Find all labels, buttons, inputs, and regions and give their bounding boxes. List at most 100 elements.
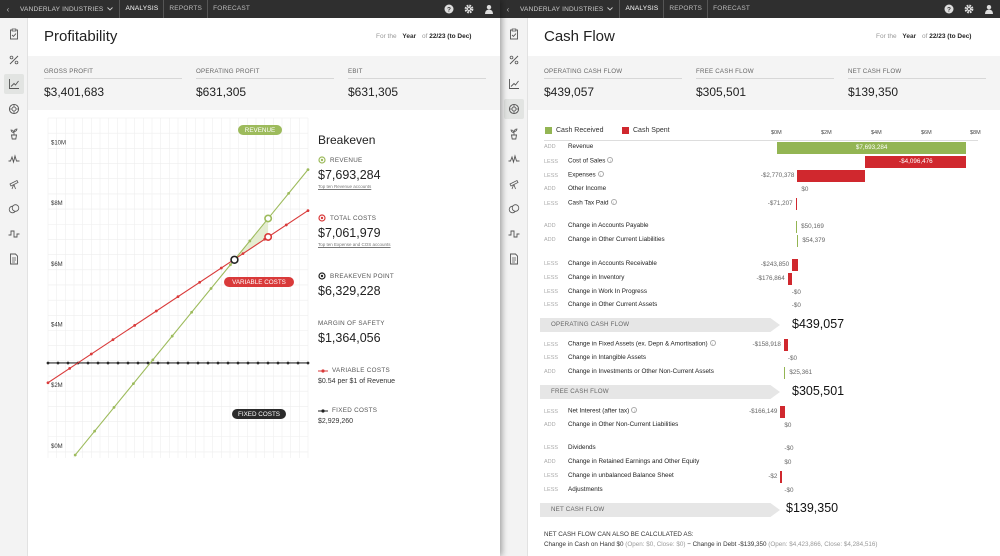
- organisation-switcher[interactable]: VANDERLAY INDUSTRIES: [516, 6, 619, 13]
- kpi-net-cash-flow[interactable]: NET CASH FLOW $139,350: [848, 68, 986, 99]
- svg-text:?: ?: [447, 6, 451, 13]
- total-costs-value: $7,061,979: [318, 226, 381, 240]
- total-costs-line-point: [198, 280, 202, 284]
- actual-costs-marker: [264, 232, 273, 241]
- nav-forecast[interactable]: FORECAST: [713, 5, 751, 12]
- fixed-costs-line-point: [126, 361, 130, 365]
- help-icon[interactable]: ?: [444, 4, 454, 14]
- plant-pot-icon[interactable]: [504, 124, 524, 144]
- breakeven-point-value: $6,329,228: [318, 284, 381, 298]
- period-of: of: [421, 33, 428, 40]
- period-selector[interactable]: For the Year of 22/23 (to Dec): [376, 33, 471, 40]
- kpi-band: [528, 56, 1000, 110]
- back-chevron-icon[interactable]: ‹: [506, 4, 510, 14]
- percent-tag-icon[interactable]: [504, 50, 524, 70]
- gear-icon[interactable]: [464, 4, 474, 14]
- period-value[interactable]: 22/23 (to Dec): [929, 33, 972, 40]
- nav-analysis[interactable]: ANALYSIS: [125, 5, 159, 12]
- breakeven-point-label: BREAKEVEN POINT: [330, 272, 394, 280]
- kpi-gross-profit[interactable]: GROSS PROFIT $3,401,683: [44, 68, 182, 99]
- period-unit[interactable]: Year: [402, 33, 417, 40]
- margin-of-safety-value: $1,364,056: [318, 331, 381, 345]
- y-tick-label: $4M: [51, 323, 63, 329]
- breakeven-point: BREAKEVEN POINT $6,329,228: [318, 272, 394, 298]
- fixed-costs-tag: [232, 409, 286, 419]
- nav-forecast[interactable]: FORECAST: [213, 5, 251, 12]
- chart-plot-area: [48, 118, 308, 458]
- organisation-name: VANDERLAY INDUSTRIES: [520, 5, 604, 13]
- clipboard-icon[interactable]: [504, 24, 524, 44]
- nav-divider: [119, 0, 121, 18]
- telescope-icon[interactable]: [4, 174, 24, 194]
- document-icon[interactable]: [4, 249, 24, 269]
- pulse-wave-icon[interactable]: [4, 149, 24, 169]
- kpi-operating-profit[interactable]: OPERATING PROFIT $631,305: [196, 68, 334, 99]
- cash-wheel-icon[interactable]: [504, 99, 524, 119]
- profitability-pane: ‹ VANDERLAY INDUSTRIES ANALYSIS REPORTS …: [0, 0, 500, 556]
- total-costs-label: TOTAL COSTS: [330, 214, 377, 222]
- fixed-costs: FIXED COSTS $2,929,260: [318, 407, 377, 425]
- line-chart-icon[interactable]: [4, 74, 24, 94]
- organisation-switcher[interactable]: VANDERLAY INDUSTRIES: [16, 6, 119, 13]
- fixed-costs-line-point: [166, 361, 170, 365]
- help-icon[interactable]: ?: [944, 4, 954, 14]
- fixed-costs-line-point: [66, 361, 70, 365]
- page-title: Cash Flow: [544, 28, 615, 45]
- fixed-costs-label: FIXED COSTS: [332, 407, 378, 414]
- square-wave-icon[interactable]: [504, 224, 524, 244]
- fixed-costs-line-point: [196, 361, 200, 365]
- clipboard-icon[interactable]: [4, 24, 24, 44]
- kpi-ebit[interactable]: EBIT $631,305: [348, 68, 486, 99]
- variable-costs-tag-label: VARIABLE COSTS: [232, 279, 286, 286]
- fixed-costs-line-point: [266, 361, 270, 365]
- total-costs-line-point: [241, 252, 245, 256]
- kpi-label: EBIT: [348, 68, 486, 79]
- percent-tag-icon[interactable]: [4, 50, 24, 70]
- margin-of-safety: MARGIN OF SAFETY $1,364,056: [318, 320, 385, 345]
- period-value[interactable]: 22/23 (to Dec): [429, 33, 472, 40]
- total-costs-line-point: [68, 366, 72, 370]
- kpi-value: $139,350: [848, 85, 899, 99]
- fixed-costs-line-point: [246, 361, 250, 365]
- period-unit[interactable]: Year: [902, 33, 917, 40]
- revenue-line-point: [112, 406, 116, 409]
- fixed-costs-line-point: [106, 361, 110, 365]
- user-icon[interactable]: [984, 4, 994, 14]
- fixed-costs-line-point: [146, 361, 150, 365]
- plant-pot-icon[interactable]: [4, 124, 24, 144]
- fixed-costs-line-point: [296, 361, 300, 365]
- square-wave-icon[interactable]: [4, 224, 24, 244]
- fixed-costs-line-point: [56, 361, 60, 365]
- kpi-value: $3,401,683: [44, 85, 105, 99]
- nav-analysis[interactable]: ANALYSIS: [625, 5, 659, 12]
- kpi-label: GROSS PROFIT: [44, 68, 182, 79]
- profit-area: [234, 218, 269, 260]
- nav-reports[interactable]: REPORTS: [669, 5, 703, 12]
- y-tick-label: $6M: [51, 262, 63, 268]
- user-icon[interactable]: [484, 4, 494, 14]
- period-selector[interactable]: For the Year of 22/23 (to Dec): [876, 33, 971, 40]
- revenue-line-point: [248, 239, 252, 243]
- coins-icon[interactable]: [4, 199, 24, 219]
- coins-icon[interactable]: [504, 199, 524, 219]
- nav-reports[interactable]: REPORTS: [169, 5, 203, 12]
- cash-wheel-icon[interactable]: [4, 99, 24, 119]
- telescope-icon[interactable]: [504, 174, 524, 194]
- pulse-wave-icon[interactable]: [504, 149, 524, 169]
- nav-divider: [619, 0, 621, 18]
- document-icon[interactable]: [504, 249, 524, 269]
- fixed-costs-line-point: [96, 361, 100, 365]
- breakeven-revenue: REVENUE $7,693,284 Top ten Revenue accou…: [318, 156, 381, 189]
- total-costs-line-point: [306, 209, 310, 212]
- gear-icon[interactable]: [964, 4, 974, 14]
- kpi-free-cash-flow[interactable]: FREE CASH FLOW $305,501: [696, 68, 834, 99]
- line-chart-icon[interactable]: [504, 74, 524, 94]
- revenue-line-point: [287, 191, 291, 195]
- period-prefix: For the: [376, 33, 397, 40]
- top-revenue-link[interactable]: Top ten Revenue accounts: [318, 184, 372, 189]
- back-chevron-icon[interactable]: ‹: [6, 4, 10, 14]
- kpi-operating-cash-flow[interactable]: OPERATING CASH FLOW $439,057: [544, 68, 682, 99]
- fixed-costs-line-point: [176, 361, 180, 365]
- nav-divider: [707, 0, 709, 18]
- top-expense-link[interactable]: Top ten Expense and COS accounts: [318, 242, 391, 247]
